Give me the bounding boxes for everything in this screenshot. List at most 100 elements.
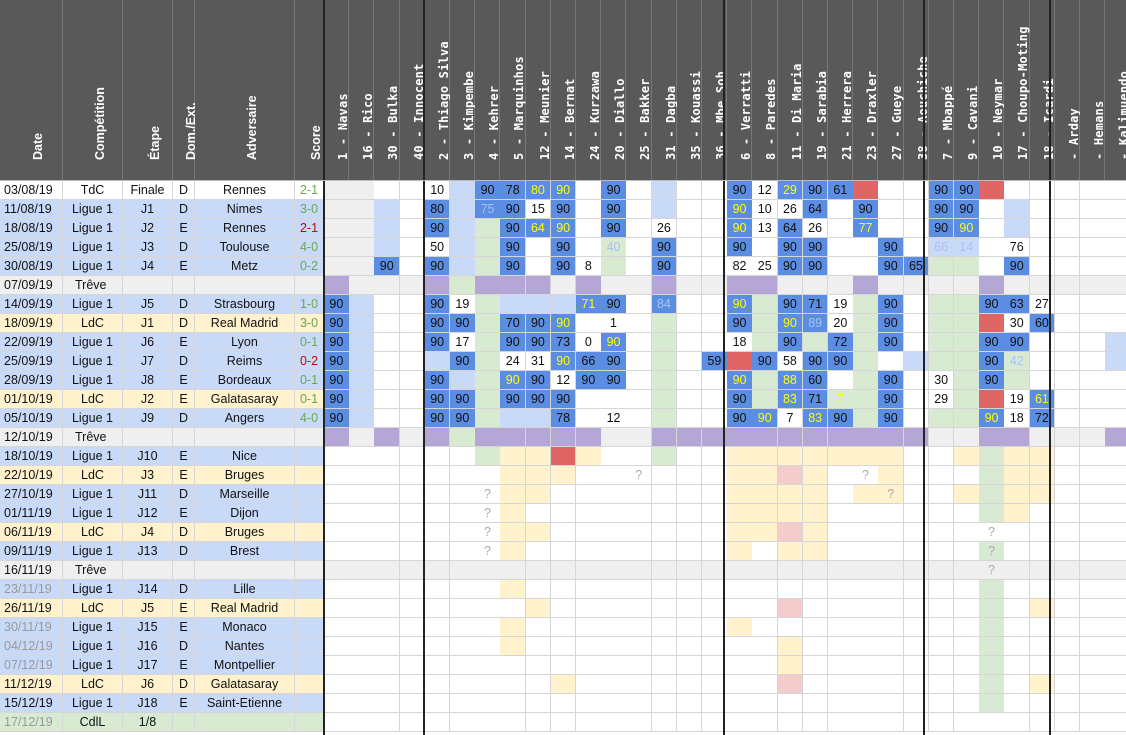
player-cell[interactable] (525, 542, 552, 561)
player-cell[interactable]: 78 (550, 409, 577, 428)
cell-competition[interactable]: Ligue 1 (63, 333, 123, 352)
player-cell[interactable] (349, 181, 375, 200)
player-cell[interactable] (550, 675, 577, 694)
player-cell[interactable] (1080, 599, 1106, 618)
player-cell[interactable] (399, 390, 426, 409)
player-cell[interactable]: 29 (777, 181, 804, 200)
player-cell[interactable] (979, 428, 1005, 447)
player-cell[interactable] (324, 276, 350, 295)
player-cell[interactable]: 90 (475, 181, 501, 200)
player-column-header[interactable]: 19 - Sarabia (802, 0, 829, 180)
player-cell[interactable] (676, 675, 703, 694)
player-cell[interactable]: 60 (802, 371, 829, 390)
player-cell[interactable] (676, 656, 703, 675)
cell-score[interactable] (295, 713, 324, 732)
player-cell[interactable]: 27 (1029, 295, 1056, 314)
cell-step[interactable]: J6 (123, 333, 173, 352)
player-cell[interactable] (349, 390, 375, 409)
player-cell[interactable] (777, 447, 804, 466)
player-column-header[interactable]: 12 - Meunier (525, 0, 552, 180)
player-cell[interactable] (1054, 333, 1081, 352)
player-cell[interactable] (828, 257, 854, 276)
cell-home-away[interactable]: D (173, 181, 195, 200)
player-cell[interactable] (727, 466, 753, 485)
player-cell[interactable] (550, 561, 577, 580)
player-cell[interactable] (576, 466, 602, 485)
player-cell[interactable] (928, 295, 955, 314)
cell-date[interactable]: 18/10/19 (0, 447, 63, 466)
player-cell[interactable] (928, 314, 955, 333)
player-cell[interactable]: 90 (878, 333, 905, 352)
player-cell[interactable]: 90 (450, 390, 476, 409)
player-cell[interactable] (475, 637, 501, 656)
player-cell[interactable] (903, 523, 930, 542)
cell-opponent[interactable]: Toulouse (195, 238, 295, 257)
player-cell[interactable] (475, 618, 501, 637)
player-cell[interactable] (374, 276, 401, 295)
player-cell[interactable]: 90 (550, 219, 577, 238)
player-cell[interactable] (777, 713, 804, 732)
player-cell[interactable] (878, 599, 905, 618)
player-cell[interactable] (954, 466, 980, 485)
player-cell[interactable] (676, 409, 703, 428)
player-cell[interactable] (727, 694, 753, 713)
player-cell[interactable] (626, 523, 653, 542)
player-cell[interactable] (928, 466, 955, 485)
cell-score[interactable]: 0-1 (295, 390, 324, 409)
player-cell[interactable]: 90 (878, 314, 905, 333)
cell-home-away[interactable]: E (173, 447, 195, 466)
player-cell[interactable] (374, 352, 401, 371)
player-cell[interactable] (676, 542, 703, 561)
player-cell[interactable]: 90 (928, 200, 955, 219)
player-cell[interactable] (878, 675, 905, 694)
player-cell[interactable] (903, 618, 930, 637)
cell-date[interactable]: 26/11/19 (0, 599, 63, 618)
player-cell[interactable] (777, 523, 804, 542)
player-cell[interactable] (450, 675, 476, 694)
cell-opponent[interactable] (195, 561, 295, 580)
player-cell[interactable] (1105, 523, 1126, 542)
player-cell[interactable]: 15 (525, 200, 552, 219)
player-cell[interactable] (475, 219, 501, 238)
player-cell[interactable]: 90 (500, 200, 527, 219)
player-column-header[interactable]: 20 - Diallo (601, 0, 627, 180)
cell-home-away[interactable]: D (173, 637, 195, 656)
player-cell[interactable] (475, 314, 501, 333)
player-cell[interactable] (1054, 428, 1081, 447)
player-cell[interactable]: ? (475, 542, 501, 561)
player-cell[interactable]: 90 (727, 314, 753, 333)
player-cell[interactable] (853, 504, 879, 523)
header-competition[interactable]: Compétition (63, 0, 123, 180)
player-cell[interactable] (324, 523, 350, 542)
player-cell[interactable] (1080, 713, 1106, 732)
player-cell[interactable] (651, 276, 678, 295)
player-cell[interactable]: 90 (525, 314, 552, 333)
player-cell[interactable]: 19 (450, 295, 476, 314)
player-cell[interactable] (1080, 561, 1106, 580)
cell-date[interactable]: 06/11/19 (0, 523, 63, 542)
player-cell[interactable]: 90 (324, 371, 350, 390)
player-cell[interactable] (525, 561, 552, 580)
player-cell[interactable]: 65 (903, 257, 930, 276)
player-cell[interactable] (802, 542, 829, 561)
player-cell[interactable] (1029, 428, 1056, 447)
player-cell[interactable] (676, 485, 703, 504)
player-cell[interactable]: 90 (727, 219, 753, 238)
player-cell[interactable]: 58 (777, 352, 804, 371)
player-cell[interactable] (399, 409, 426, 428)
cell-date[interactable]: 04/12/19 (0, 637, 63, 656)
player-cell[interactable] (802, 276, 829, 295)
player-cell[interactable]: ? (475, 504, 501, 523)
player-cell[interactable] (626, 295, 653, 314)
player-cell[interactable] (349, 352, 375, 371)
player-cell[interactable]: 90 (777, 257, 804, 276)
cell-step[interactable]: J14 (123, 580, 173, 599)
cell-opponent[interactable]: Reims (195, 352, 295, 371)
player-cell[interactable] (475, 713, 501, 732)
player-cell[interactable] (1029, 219, 1056, 238)
cell-competition[interactable]: Ligue 1 (63, 542, 123, 561)
cell-step[interactable] (123, 428, 173, 447)
cell-competition[interactable]: Ligue 1 (63, 409, 123, 428)
cell-date[interactable]: 23/11/19 (0, 580, 63, 599)
player-cell[interactable] (576, 675, 602, 694)
